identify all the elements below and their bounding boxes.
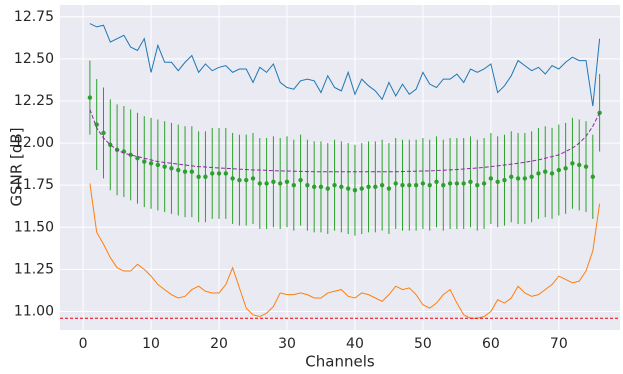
x-tick-label: 30 bbox=[278, 336, 296, 352]
data-point bbox=[352, 188, 358, 193]
x-tick-label: 20 bbox=[210, 336, 228, 352]
y-tick-label: 12.25 bbox=[14, 93, 54, 109]
data-point bbox=[583, 164, 589, 169]
x-axis-label: Channels bbox=[305, 353, 375, 371]
data-line bbox=[89, 23, 601, 107]
data-point bbox=[257, 181, 263, 186]
data-point bbox=[325, 186, 330, 191]
data-point bbox=[475, 182, 480, 188]
data-point bbox=[182, 169, 188, 174]
data-point bbox=[189, 169, 195, 174]
data-point bbox=[373, 184, 378, 190]
data-point bbox=[420, 181, 426, 186]
y-tick-label: 12.75 bbox=[14, 9, 54, 25]
data-point bbox=[359, 186, 364, 191]
x-tick-label: 50 bbox=[414, 336, 432, 352]
data-point bbox=[298, 177, 303, 183]
data-point bbox=[128, 152, 133, 158]
data-point bbox=[142, 159, 147, 164]
y-tick-label: 11.50 bbox=[14, 219, 54, 235]
data-point bbox=[549, 171, 555, 176]
data-point bbox=[291, 182, 296, 188]
data-point bbox=[407, 182, 412, 188]
data-point bbox=[434, 179, 439, 185]
data-point bbox=[244, 177, 249, 183]
data-point bbox=[509, 174, 514, 179]
data-point bbox=[250, 176, 256, 181]
data-point bbox=[94, 122, 99, 127]
data-point bbox=[556, 167, 562, 173]
data-point bbox=[101, 130, 106, 136]
data-point bbox=[413, 182, 419, 188]
data-point bbox=[237, 177, 242, 183]
data-point bbox=[345, 186, 351, 191]
data-point bbox=[196, 174, 201, 179]
data-point bbox=[366, 184, 371, 190]
data-point bbox=[563, 166, 568, 171]
data-point bbox=[536, 171, 541, 176]
data-line bbox=[89, 183, 601, 319]
data-point bbox=[543, 169, 548, 174]
data-point bbox=[87, 95, 93, 100]
y-tick-label: 11.25 bbox=[14, 261, 54, 277]
data-point bbox=[570, 161, 575, 166]
x-tick-label: 40 bbox=[346, 336, 364, 352]
data-point bbox=[427, 182, 432, 188]
data-point bbox=[332, 182, 337, 188]
data-point bbox=[305, 182, 310, 188]
data-point bbox=[148, 161, 154, 166]
y-tick-label: 12.00 bbox=[14, 135, 54, 151]
data-point bbox=[441, 182, 446, 188]
data-point bbox=[386, 186, 392, 191]
data-point bbox=[393, 181, 398, 186]
data-point bbox=[216, 171, 222, 176]
data-line bbox=[89, 109, 601, 173]
data-point bbox=[481, 181, 487, 186]
data-point bbox=[488, 176, 494, 181]
data-point bbox=[284, 179, 290, 185]
data-point bbox=[339, 184, 344, 190]
y-tick-label: 11.75 bbox=[14, 177, 54, 193]
data-point bbox=[529, 174, 534, 179]
data-point bbox=[169, 166, 174, 171]
data-point bbox=[454, 181, 460, 186]
data-point bbox=[277, 181, 283, 186]
data-point bbox=[318, 184, 324, 190]
data-point bbox=[176, 167, 181, 173]
data-point bbox=[400, 182, 405, 188]
x-tick-label: 10 bbox=[142, 336, 160, 352]
data-point bbox=[515, 176, 521, 181]
data-point bbox=[468, 179, 473, 185]
y-tick-label: 11.00 bbox=[14, 303, 54, 319]
data-point bbox=[577, 162, 582, 168]
x-tick-label: 60 bbox=[482, 336, 500, 352]
data-point bbox=[155, 162, 161, 168]
data-point bbox=[447, 181, 453, 186]
x-tick-label: 70 bbox=[550, 336, 568, 352]
y-axis-label: GSNR [dB] bbox=[8, 127, 26, 206]
data-point bbox=[162, 164, 167, 169]
data-point bbox=[264, 181, 269, 186]
data-point bbox=[230, 176, 235, 181]
data-point bbox=[461, 181, 466, 186]
data-point bbox=[590, 174, 596, 179]
data-point bbox=[271, 179, 276, 185]
data-point bbox=[210, 171, 215, 176]
data-point bbox=[203, 174, 208, 179]
data-point bbox=[495, 179, 500, 185]
x-tick-label: 0 bbox=[79, 336, 88, 352]
data-point bbox=[379, 182, 385, 188]
data-point bbox=[223, 171, 229, 176]
data-point bbox=[311, 184, 317, 190]
y-tick-label: 12.50 bbox=[14, 51, 54, 67]
data-point bbox=[522, 176, 528, 181]
data-point bbox=[502, 177, 507, 183]
